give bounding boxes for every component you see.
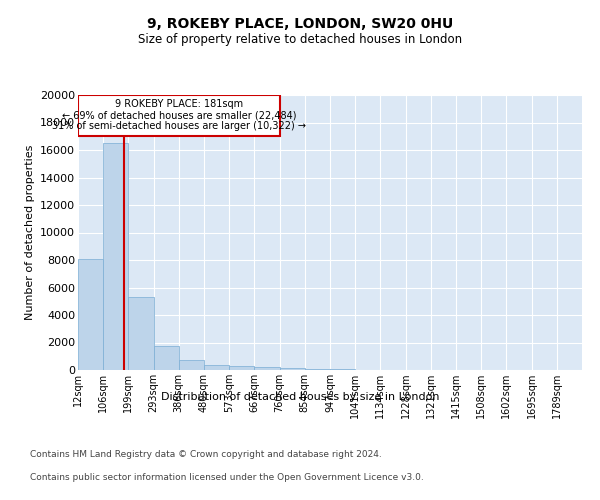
- Text: 31% of semi-detached houses are larger (10,322) →: 31% of semi-detached houses are larger (…: [52, 121, 306, 131]
- Bar: [229, 366, 254, 370]
- Text: Distribution of detached houses by size in London: Distribution of detached houses by size …: [161, 392, 439, 402]
- Y-axis label: Number of detached properties: Number of detached properties: [25, 145, 35, 320]
- Bar: [78, 258, 103, 370]
- Text: Size of property relative to detached houses in London: Size of property relative to detached ho…: [138, 32, 462, 46]
- Text: 9 ROKEBY PLACE: 181sqm: 9 ROKEBY PLACE: 181sqm: [115, 99, 243, 109]
- Bar: [103, 143, 128, 370]
- Text: Contains public sector information licensed under the Open Government Licence v3: Contains public sector information licen…: [30, 472, 424, 482]
- Bar: [280, 368, 305, 370]
- Text: 9, ROKEBY PLACE, LONDON, SW20 0HU: 9, ROKEBY PLACE, LONDON, SW20 0HU: [147, 18, 453, 32]
- Bar: [204, 365, 229, 370]
- Bar: [305, 369, 330, 370]
- Bar: [179, 360, 204, 370]
- Text: ← 69% of detached houses are smaller (22,484): ← 69% of detached houses are smaller (22…: [62, 110, 296, 120]
- Bar: [254, 367, 280, 370]
- FancyBboxPatch shape: [78, 95, 280, 136]
- Text: Contains HM Land Registry data © Crown copyright and database right 2024.: Contains HM Land Registry data © Crown c…: [30, 450, 382, 459]
- Bar: [128, 297, 154, 370]
- Bar: [154, 346, 179, 370]
